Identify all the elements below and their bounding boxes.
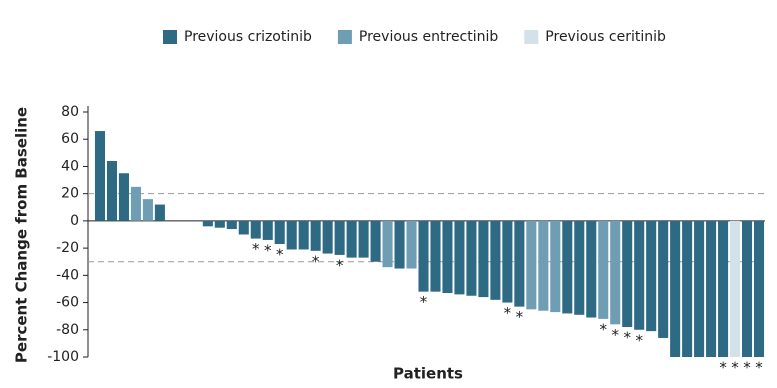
bar (406, 220, 417, 269)
bar (118, 173, 129, 221)
bar (202, 220, 213, 227)
bar (250, 220, 261, 239)
asterisk: * (599, 320, 607, 338)
asterisk: * (336, 256, 344, 274)
y-tick-label: -20 (56, 240, 79, 256)
asterisk: * (635, 331, 643, 349)
y-tick-label: -100 (47, 349, 79, 365)
legend-label: Previous ceritinib (545, 29, 666, 45)
bar (394, 220, 405, 269)
bar (214, 220, 225, 228)
asterisk: * (252, 240, 260, 258)
y-tick-label: 40 (61, 158, 79, 174)
bar (502, 220, 513, 303)
bar (550, 220, 561, 313)
y-tick-label: 60 (61, 131, 79, 147)
bar (718, 220, 729, 357)
bar (598, 220, 609, 319)
bar (154, 204, 165, 221)
bar (382, 220, 393, 268)
bar (682, 220, 693, 357)
asterisk: * (312, 252, 320, 270)
bar (586, 220, 597, 318)
legend-swatch (337, 30, 352, 44)
bar (370, 220, 381, 262)
bar (634, 220, 645, 330)
asterisk: * (504, 304, 512, 322)
bar (130, 186, 141, 221)
legend-swatch (163, 30, 177, 44)
bar (478, 220, 489, 298)
y-tick-label: -40 (56, 267, 79, 283)
bar (274, 220, 285, 245)
bar (226, 220, 237, 230)
asterisk: * (743, 359, 751, 377)
bar (298, 220, 309, 250)
bar (574, 220, 585, 315)
asterisk: * (516, 308, 524, 326)
asterisk: * (420, 293, 428, 311)
bar (466, 220, 477, 296)
bar (658, 220, 669, 338)
asterisk: * (623, 329, 631, 347)
bar (610, 220, 621, 325)
legend-label: Previous entrectinib (359, 29, 498, 45)
asterisk: * (719, 359, 727, 377)
asterisk: * (755, 359, 763, 377)
bar (418, 220, 429, 292)
bar (310, 220, 321, 251)
bar (694, 220, 705, 357)
bar (514, 220, 525, 307)
bar (526, 220, 537, 310)
asterisk: * (264, 241, 272, 259)
y-tick-label: -80 (56, 322, 79, 338)
bar (322, 220, 333, 254)
asterisk: * (731, 359, 739, 377)
bar (334, 220, 345, 255)
bar (538, 220, 549, 311)
y-axis-label: Percent Change from Baseline (13, 107, 31, 363)
bar (358, 220, 369, 258)
bar (753, 220, 765, 357)
legend-label: Previous crizotinib (184, 29, 312, 45)
bar (94, 131, 106, 221)
bar (442, 220, 453, 294)
bar (562, 220, 573, 314)
bar (142, 199, 153, 221)
asterisk: * (276, 246, 284, 264)
y-tick-label: 80 (61, 104, 79, 120)
bar (622, 220, 633, 328)
bar (262, 220, 273, 240)
bar (730, 220, 741, 357)
bar (670, 220, 681, 357)
y-tick-label: 0 (70, 213, 79, 229)
bar (286, 220, 297, 250)
bar (741, 220, 753, 357)
bar (454, 220, 465, 295)
legend-swatch (524, 30, 539, 44)
asterisk: * (611, 326, 619, 344)
bar (106, 161, 118, 221)
bar (346, 220, 357, 258)
y-tick-label: -60 (56, 295, 79, 311)
bar (706, 220, 717, 357)
bar (430, 220, 441, 292)
bar (646, 220, 657, 332)
y-tick-label: 20 (61, 186, 79, 202)
x-axis-label: Patients (393, 365, 463, 383)
bar (490, 220, 501, 300)
bar (238, 220, 249, 235)
